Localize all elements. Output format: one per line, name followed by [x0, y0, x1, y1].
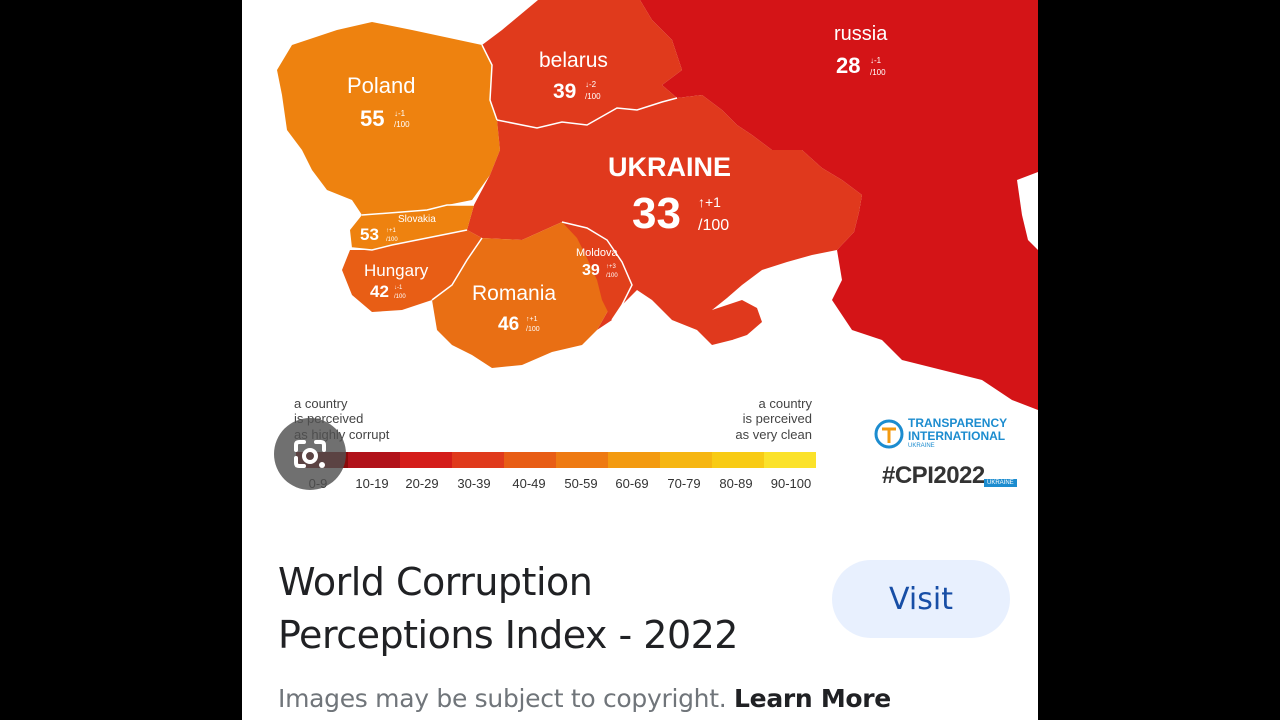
legend-right-caption: as very clean — [735, 427, 812, 442]
legend-right-caption: is perceived — [743, 411, 812, 426]
country-name-ukraine: UKRAINE — [608, 152, 731, 182]
svg-text:/100: /100 — [870, 68, 886, 77]
svg-text:/100: /100 — [585, 92, 601, 101]
region-ukraine — [467, 95, 862, 345]
country-name-russia: russia — [834, 23, 888, 45]
learn-more-link[interactable]: Learn More — [734, 684, 891, 713]
region-hungary — [342, 230, 482, 312]
legend-range: 50-59 — [564, 476, 597, 491]
legend-range: 70-79 — [667, 476, 700, 491]
visit-button[interactable]: Visit — [832, 560, 1010, 638]
legend-right-caption: a country — [759, 396, 813, 411]
region-belarus — [482, 0, 682, 128]
hashtag-badge: UKRAINE — [984, 479, 1017, 487]
title-line-1: World Corruption — [278, 560, 593, 604]
legend-swatch — [452, 452, 504, 468]
svg-text:↓-2: ↓-2 — [585, 80, 597, 89]
country-score-russia: 28 — [836, 53, 860, 78]
legend-swatch — [764, 452, 816, 468]
legend-range: 60-69 — [615, 476, 648, 491]
country-score-poland: 55 — [360, 106, 384, 131]
svg-text:/100: /100 — [394, 120, 410, 129]
svg-text:↓-1: ↓-1 — [394, 109, 406, 118]
country-name-romania: Romania — [472, 282, 556, 305]
region-russia — [640, 0, 1038, 410]
region-romania — [432, 222, 617, 368]
country-score-moldova: 39 — [582, 262, 600, 279]
svg-text:/100: /100 — [526, 326, 540, 333]
title-line-2: Perceptions Index - 2022 — [278, 613, 738, 657]
svg-text:/100: /100 — [394, 294, 406, 300]
legend-range: 40-49 — [512, 476, 545, 491]
google-lens-icon — [294, 440, 326, 468]
legend-swatch — [556, 452, 608, 468]
country-name-slovakia: Slovakia — [398, 214, 436, 225]
transparency-logo-icon — [874, 419, 904, 449]
country-name-hungary: Hungary — [364, 261, 429, 280]
legend-range: 20-29 — [405, 476, 438, 491]
image-result-panel: 0-9 10-19 20-29 30-39 40-49 50-59 60-69 … — [242, 0, 1038, 720]
region-poland — [277, 22, 500, 215]
legend-range: 10-19 — [355, 476, 388, 491]
country-score-hungary: 42 — [370, 282, 389, 301]
svg-text:↓-1: ↓-1 — [394, 285, 403, 291]
region-moldova — [562, 222, 632, 320]
svg-text:↑+1: ↑+1 — [526, 316, 538, 323]
svg-text:/100: /100 — [606, 273, 618, 279]
copyright-text: Images may be subject to copyright. — [278, 684, 727, 713]
country-name-moldova: Moldova — [576, 247, 618, 259]
legend-swatch — [400, 452, 452, 468]
legend-swatch — [348, 452, 400, 468]
country-name-poland: Poland — [347, 73, 416, 98]
copyright-notice: Images may be subject to copyright. Lear… — [278, 684, 891, 713]
logo-text: TRANSPARENCY INTERNATIONAL — [908, 416, 1008, 443]
legend-swatch — [504, 452, 556, 468]
country-score-belarus: 39 — [553, 80, 576, 103]
svg-text:↑+1: ↑+1 — [386, 228, 397, 234]
cpi-hashtag: #CPI2022 — [882, 462, 985, 489]
svg-text:/100: /100 — [698, 217, 729, 234]
legend-swatch — [660, 452, 712, 468]
result-title[interactable]: World Corruption Perceptions Index - 202… — [278, 556, 798, 662]
country-score-romania: 46 — [498, 314, 519, 335]
map-graphic: 0-9 10-19 20-29 30-39 40-49 50-59 60-69 … — [277, 0, 1038, 491]
legend-range: 90-100 — [771, 476, 811, 491]
country-name-belarus: belarus — [539, 49, 608, 72]
legend-swatch — [608, 452, 660, 468]
country-score-ukraine: 33 — [632, 189, 681, 238]
legend-left-caption: a country — [294, 396, 348, 411]
region-slovakia — [350, 205, 474, 250]
legend-range: 30-39 — [457, 476, 490, 491]
svg-text:↑+3: ↑+3 — [606, 264, 617, 270]
logo-subtext: UKRAINE — [908, 443, 935, 449]
legend-range: 80-89 — [719, 476, 752, 491]
svg-text:/100: /100 — [386, 237, 398, 243]
svg-text:↓-1: ↓-1 — [870, 56, 882, 65]
google-lens-button[interactable] — [274, 418, 346, 490]
transparency-international-logo: TRANSPARENCY INTERNATIONAL UKRAINE — [874, 417, 1024, 457]
country-score-slovakia: 53 — [360, 225, 379, 244]
svg-text:↑+1: ↑+1 — [698, 194, 721, 210]
legend-swatch — [712, 452, 764, 468]
legend-bar — [296, 452, 816, 468]
cpi-map-image[interactable]: 0-9 10-19 20-29 30-39 40-49 50-59 60-69 … — [242, 0, 1038, 520]
